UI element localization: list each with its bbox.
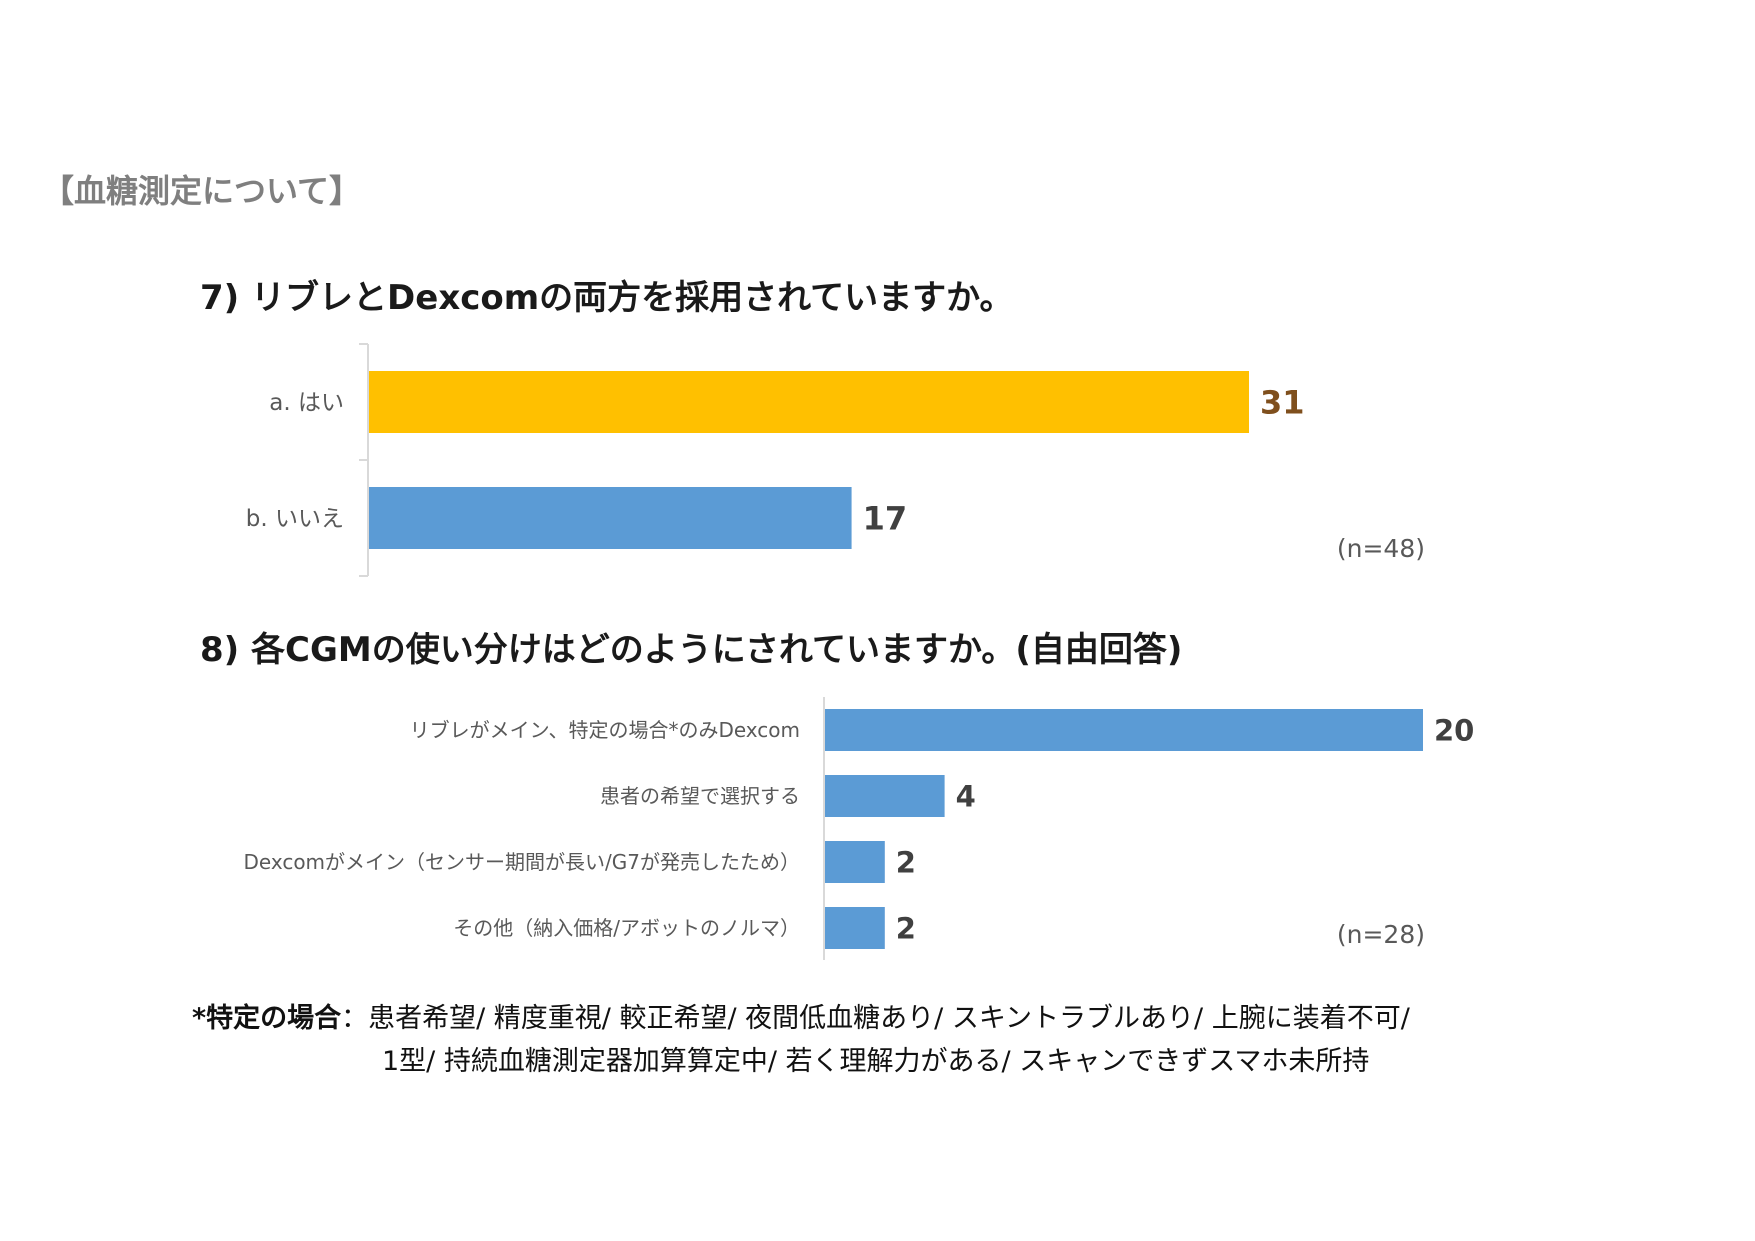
- question-7-bar-chart: a. はい 31 b. いいえ 17 (n=48): [246, 343, 1425, 577]
- value-label-2: 4: [956, 779, 976, 813]
- footnote-separator: ：: [341, 1003, 369, 1034]
- category-label-3: Dexcomがメイン（センサー期間が長い/G7が発売したため）: [243, 850, 800, 874]
- footnote: *特定の場合：患者希望/ 精度重視/ 較正希望/ 夜間低血糖あり/ スキントラブ…: [192, 997, 1410, 1083]
- sample-size-note: (n=28): [1337, 920, 1425, 949]
- question-7-title: 7) リブレとDexcomの両方を採用されていますか。: [200, 278, 1014, 318]
- sample-size-note: (n=48): [1337, 534, 1425, 563]
- bar-1: [369, 371, 1249, 433]
- value-label-4: 2: [896, 911, 916, 945]
- category-label-2: 患者の希望で選択する: [600, 784, 800, 808]
- footnote-line-2: 1型/ 持続血糖測定器加算算定中/ 若く理解力がある/ スキャンできずスマホ未所…: [382, 1046, 1370, 1077]
- bar-4: [825, 907, 885, 949]
- category-label-1: リブレがメイン、特定の場合*のみDexcom: [410, 718, 800, 742]
- bar-1: [825, 709, 1423, 751]
- value-label-1: 20: [1434, 713, 1474, 747]
- value-label-1: 31: [1260, 384, 1305, 422]
- category-label-2: b. いいえ: [246, 506, 344, 532]
- value-label-3: 2: [896, 845, 916, 879]
- question-8-bar-chart: リブレがメイン、特定の場合*のみDexcom 20 患者の希望で選択する 4 Dexco…: [243, 697, 1474, 960]
- bar-3: [825, 841, 885, 883]
- question-8-title: 8) 各CGMの使い分けはどのようにされていますか。(自由回答): [200, 630, 1183, 670]
- section-title: 【血糖測定について】: [42, 172, 362, 210]
- category-label-4: その他（納入価格/アボットのノルマ）: [453, 916, 800, 940]
- footnote-head: *特定の場合: [192, 1003, 342, 1034]
- category-label-1: a. はい: [269, 390, 344, 416]
- value-label-2: 17: [863, 500, 908, 538]
- footnote-line-1: 患者希望/ 精度重視/ 較正希望/ 夜間低血糖あり/ スキントラブルあり/ 上腕…: [368, 1003, 1410, 1034]
- bar-2: [825, 775, 945, 817]
- bar-2: [369, 487, 852, 549]
